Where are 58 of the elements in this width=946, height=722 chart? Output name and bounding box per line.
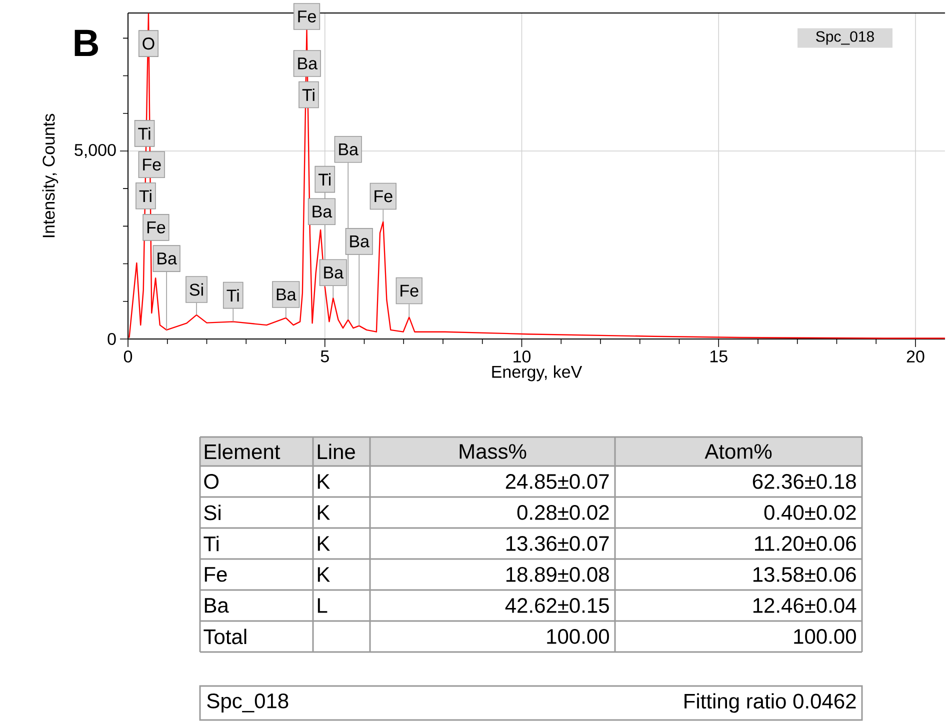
annotation: Ba (276, 288, 296, 300)
annotation: Ti (139, 190, 152, 202)
annotation: Ba (312, 206, 332, 218)
text: Fitting ratio 0.0462 (684, 693, 856, 713)
annotation: Ti (318, 173, 330, 186)
text: Ba (204, 598, 229, 613)
annotation: Fe (400, 284, 418, 297)
annotation: Ba (158, 252, 177, 264)
text: Fe (204, 567, 227, 582)
text: Total (204, 628, 246, 644)
annotation: Ba (324, 266, 344, 279)
text: 100.00 (794, 629, 856, 644)
x-tick-label: 20 (906, 350, 924, 363)
text: 62.36±0.18 (752, 474, 856, 489)
x-tick-label: 5 (320, 350, 329, 362)
text: Line (318, 444, 355, 460)
x-tick-label: 10 (514, 350, 531, 363)
y-axis-title: Intensity, Counts (42, 114, 58, 238)
annotation: Si (190, 283, 203, 296)
annotation: Ba (298, 58, 318, 70)
text: 0.28±0.02 (517, 505, 609, 520)
annotation: O (142, 38, 154, 50)
text: O (204, 474, 219, 489)
text: Mass% (460, 444, 526, 459)
annotation: Ti (138, 127, 150, 140)
x-axis-title: Energy, keV (492, 365, 582, 382)
text: 13.36±0.07 (506, 536, 609, 551)
x-tick-label: 15 (710, 350, 728, 362)
text: 12.46±0.04 (753, 598, 856, 613)
text: 42.62±0.15 (505, 598, 609, 613)
text: Atom% (704, 444, 772, 459)
annotation: Ti (302, 88, 314, 101)
x-tick-label: 0 (124, 350, 132, 363)
annotation: Spc_018 (816, 31, 874, 45)
text: K (318, 474, 330, 489)
text: Si (204, 504, 220, 520)
text: 0.40±0.02 (764, 505, 856, 520)
annotation: Fe (374, 190, 392, 202)
text: 100.00 (547, 629, 609, 644)
annotation: Ba (339, 143, 358, 156)
text: 18.89±0.08 (506, 567, 609, 582)
text: K (318, 567, 330, 582)
y-tick-label: 5,000 (74, 144, 116, 158)
text: Ti (204, 536, 219, 552)
annotation: Ti (226, 289, 239, 302)
text: 24.85±0.07 (506, 474, 609, 489)
annotation: Ba (350, 235, 370, 248)
text: L (318, 598, 328, 613)
annotation: Fe (147, 222, 166, 234)
text: K (318, 536, 330, 551)
text: K (318, 505, 330, 520)
text: Element (204, 444, 280, 460)
text: Spc_018 (207, 693, 288, 712)
annotation: Fe (143, 158, 161, 171)
text: B (74, 30, 98, 56)
text: 13.58±0.06 (753, 567, 856, 582)
text: 11.20±0.06 (755, 536, 856, 551)
annotation: Fe (298, 10, 316, 22)
